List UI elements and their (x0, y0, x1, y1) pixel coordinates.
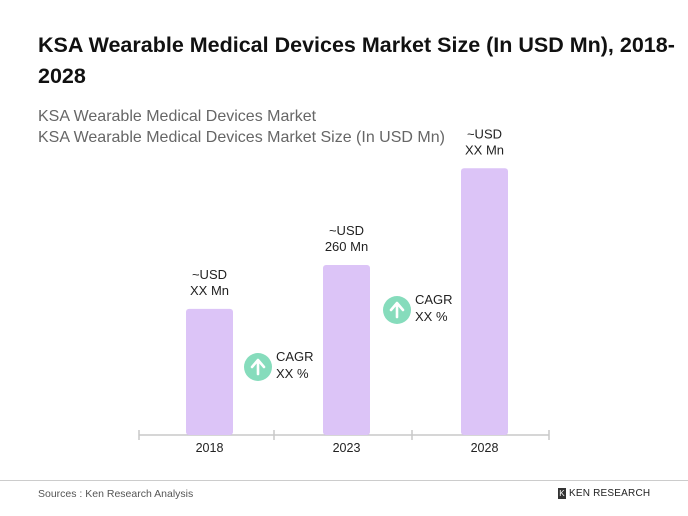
bar-data-label: XX Mn (465, 142, 504, 157)
bar-data-label: 260 Mn (325, 239, 368, 254)
bar-data-label: ~USD (192, 267, 227, 282)
x-tick-label: 2028 (471, 441, 499, 455)
chart-subtitle: KSA Wearable Medical Devices Market (38, 108, 317, 125)
logo-text: KEN RESEARCH (569, 488, 651, 499)
footer-divider (0, 480, 688, 481)
cagr-label: XX % (276, 366, 309, 381)
arrow-up-icon (389, 301, 405, 319)
logo-icon: K (558, 488, 566, 499)
page-title: KSA Wearable Medical Devices Market Size… (38, 33, 675, 88)
source-note: Sources : Ken Research Analysis (38, 488, 194, 500)
bar-data-label: XX Mn (190, 283, 229, 298)
arrow-up-icon (250, 358, 266, 376)
cagr-label: CAGR (415, 292, 453, 307)
bar-2023 (323, 265, 370, 435)
x-tick-label: 2023 (333, 441, 361, 455)
cagr-label: XX % (415, 309, 448, 324)
x-tick-label: 2018 (196, 441, 224, 455)
ken-research-logo: K KEN RESEARCH (558, 488, 650, 499)
bar-2028 (461, 168, 508, 435)
bar-data-label: ~USD (329, 223, 364, 238)
cagr-label: CAGR (276, 349, 314, 364)
chart-series-label: KSA Wearable Medical Devices Market Size… (38, 129, 445, 146)
bar-data-label: ~USD (467, 126, 502, 141)
bar-2018 (186, 308, 233, 435)
